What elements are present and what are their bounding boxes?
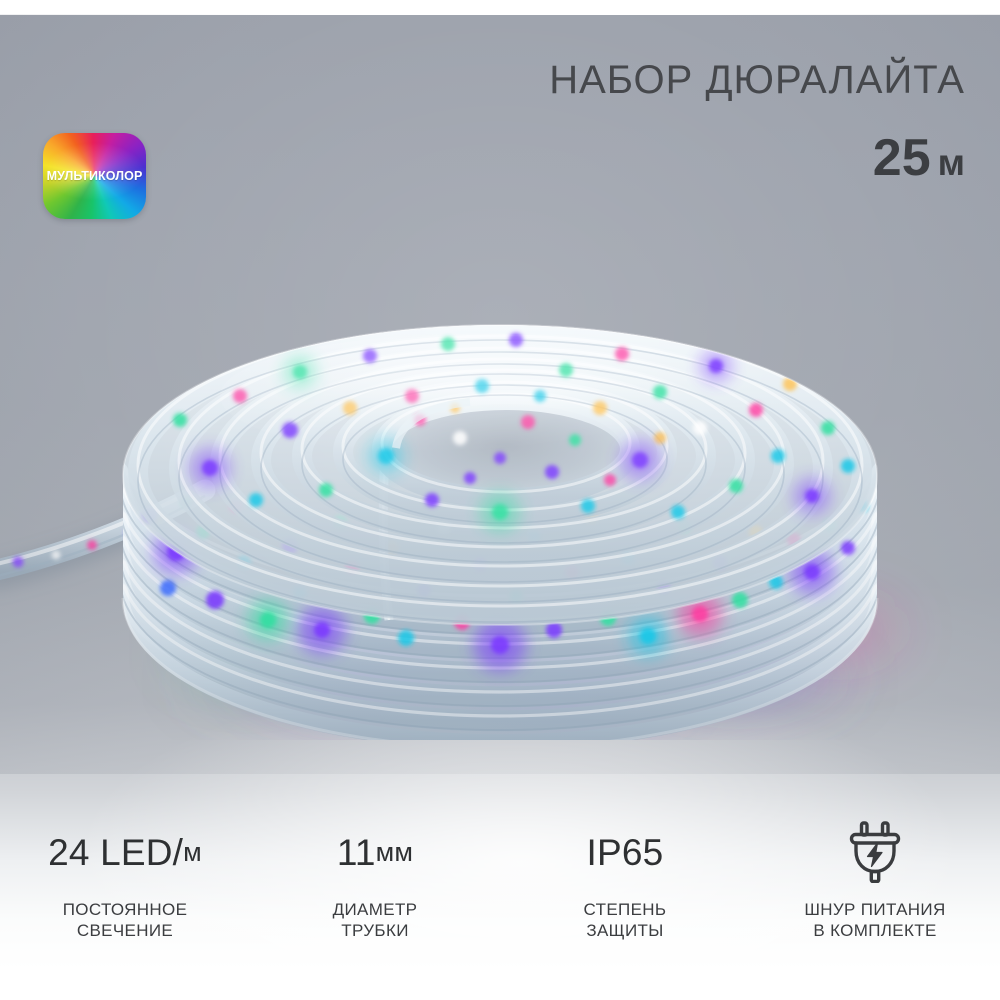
size-label: 25 м bbox=[873, 132, 965, 184]
feature-value-main: 24 LED/ bbox=[48, 831, 184, 873]
feature-value-unit: мм bbox=[375, 836, 414, 867]
feature-caption: ШНУР ПИТАНИЯ В КОМПЛЕКТЕ bbox=[804, 900, 946, 940]
size-unit: м bbox=[937, 142, 965, 183]
size-value: 25 bbox=[872, 129, 931, 187]
feature-value: 11 мм bbox=[337, 826, 413, 878]
power-plug-icon bbox=[849, 821, 901, 883]
feature-tube-diameter: 11 мм ДИАМЕТР ТРУБКИ bbox=[250, 826, 500, 976]
multicolor-badge: МУЛЬТИКОЛОР bbox=[43, 133, 146, 219]
coil-top-face bbox=[122, 324, 878, 626]
background-top-white-band bbox=[0, 0, 1000, 15]
cable-tie-strap-top bbox=[392, 398, 471, 449]
feature-row: 24 LED/м ПОСТОЯННОЕ СВЕЧЕНИЕ 11 мм ДИАМЕ… bbox=[0, 821, 1000, 976]
product-photo bbox=[0, 300, 1000, 740]
page-title: НАБОР ДЮРАЛАЙТА bbox=[549, 58, 965, 102]
coil-side-wall bbox=[121, 449, 879, 740]
feature-caption: СТЕПЕНЬ ЗАЩИТЫ bbox=[583, 900, 667, 940]
feature-value-main: IP65 bbox=[586, 831, 664, 873]
feature-value: 24 LED/м bbox=[48, 826, 202, 878]
feature-value-main: 11 bbox=[336, 831, 376, 873]
feature-power-cord: ШНУР ПИТАНИЯ В КОМПЛЕКТЕ bbox=[750, 821, 1000, 976]
feature-caption: ПОСТОЯННОЕ СВЕЧЕНИЕ bbox=[62, 900, 188, 940]
feature-value: IP65 bbox=[587, 826, 664, 878]
feature-led-density: 24 LED/м ПОСТОЯННОЕ СВЕЧЕНИЕ bbox=[0, 826, 250, 976]
feature-ip-rating: IP65 СТЕПЕНЬ ЗАЩИТЫ bbox=[500, 826, 750, 976]
feature-icon-wrap bbox=[846, 821, 904, 883]
badge-label: МУЛЬТИКОЛОР bbox=[46, 169, 143, 183]
feature-caption: ДИАМЕТР ТРУБКИ bbox=[332, 900, 418, 940]
feature-value-unit: м bbox=[183, 836, 202, 867]
badge-sheen bbox=[43, 133, 146, 219]
